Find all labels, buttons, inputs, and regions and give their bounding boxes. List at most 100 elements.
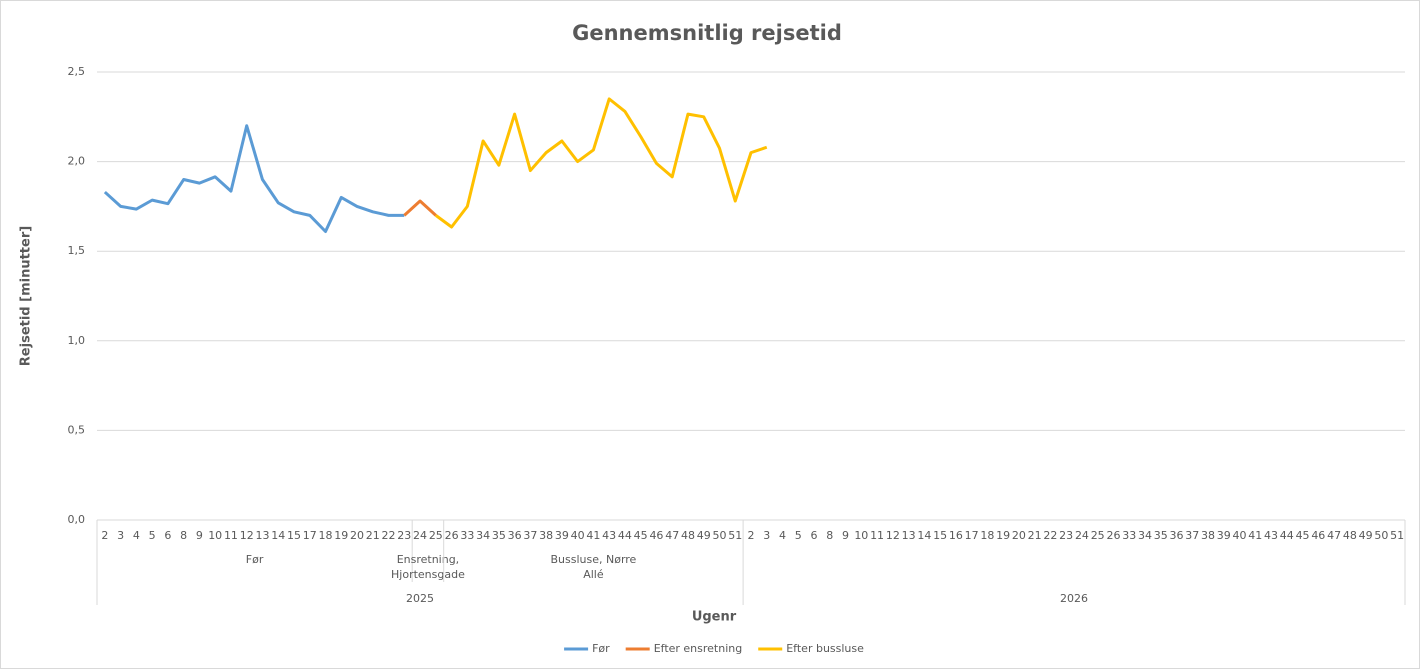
x-tick-label: 51 (1390, 529, 1404, 542)
x-tick-label: 25 (1091, 529, 1105, 542)
x-tick-label: 46 (1311, 529, 1325, 542)
x-tick-label: 20 (1012, 529, 1026, 542)
x-tick-label: 49 (697, 529, 711, 542)
x-tick-label: 2 (101, 529, 108, 542)
x-tick-label: 22 (1043, 529, 1057, 542)
x-tick-label: 15 (287, 529, 301, 542)
x-tick-label: 37 (523, 529, 537, 542)
x-tick-label: 6 (811, 529, 818, 542)
x-tick-label: 51 (728, 529, 742, 542)
x-tick-label: 17 (303, 529, 317, 542)
x-tick-label: 5 (149, 529, 156, 542)
x-tick-label: 48 (1343, 529, 1357, 542)
x-tick-label: 19 (334, 529, 348, 542)
x-tick-label: 21 (1028, 529, 1042, 542)
x-tick-label: 24 (1075, 529, 1089, 542)
x-tick-label: 33 (460, 529, 474, 542)
x-tick-label: 25 (429, 529, 443, 542)
x-tick-label: 23 (397, 529, 411, 542)
x-tick-label: 8 (180, 529, 187, 542)
x-tick-label: 45 (634, 529, 648, 542)
y-tick-label: 2,0 (68, 155, 86, 168)
x-tick-label: 16 (949, 529, 963, 542)
x-tick-label: 36 (508, 529, 522, 542)
x-tick-label: 38 (539, 529, 553, 542)
y-tick-label: 2,5 (68, 65, 86, 78)
group-label: Bussluse, Nørre Allé (550, 553, 637, 581)
chart-title: Gennemsnitlig rejsetid (572, 21, 842, 45)
x-tick-label: 2 (748, 529, 755, 542)
x-tick-label: 38 (1201, 529, 1215, 542)
x-tick-label: 40 (1233, 529, 1247, 542)
x-tick-label: 15 (933, 529, 947, 542)
x-tick-label: 35 (492, 529, 506, 542)
x-tick-label: 21 (366, 529, 380, 542)
x-tick-label: 35 (1154, 529, 1168, 542)
x-tick-label: 41 (1248, 529, 1262, 542)
x-tick-label: 20 (350, 529, 364, 542)
x-tick-label: 13 (255, 529, 269, 542)
year-label: 2026 (1060, 592, 1088, 605)
x-tick-label: 3 (117, 529, 124, 542)
x-tick-label: 12 (240, 529, 254, 542)
y-tick-label: 0,5 (68, 423, 86, 436)
y-tick-label: 1,5 (68, 244, 86, 257)
x-tick-label: 12 (886, 529, 900, 542)
x-tick-label: 34 (476, 529, 490, 542)
series-line (434, 97, 768, 229)
x-tick-label: 49 (1359, 529, 1373, 542)
x-tick-label: 19 (996, 529, 1010, 542)
x-tick-label: 34 (1138, 529, 1152, 542)
series-line (103, 124, 405, 233)
x-tick-label: 10 (208, 529, 222, 542)
x-tick-label: 4 (779, 529, 786, 542)
group-label: Før (245, 553, 264, 566)
x-tick-label: 50 (1374, 529, 1388, 542)
legend-label: Før (592, 642, 610, 655)
x-tick-label: 4 (133, 529, 140, 542)
x-tick-label: 43 (602, 529, 616, 542)
group-label-box: Bussluse, Nørre Allé (550, 553, 637, 581)
x-tick-label: 46 (649, 529, 663, 542)
x-tick-label: 8 (826, 529, 833, 542)
x-tick-label: 22 (382, 529, 396, 542)
x-tick-label: 39 (1217, 529, 1231, 542)
x-tick-label: 23 (1059, 529, 1073, 542)
x-tick-label: 14 (917, 529, 931, 542)
x-tick-label: 47 (1327, 529, 1341, 542)
x-tick-label: 18 (980, 529, 994, 542)
x-tick-label: 24 (413, 529, 427, 542)
x-tick-label: 47 (665, 529, 679, 542)
x-tick-label: 50 (712, 529, 726, 542)
x-tick-label: 44 (618, 529, 632, 542)
y-tick-label: 0,0 (68, 513, 86, 526)
x-tick-label: 14 (271, 529, 285, 542)
legend-label: Efter bussluse (786, 642, 864, 655)
x-tick-label: 39 (555, 529, 569, 542)
x-tick-label: 17 (965, 529, 979, 542)
x-tick-label: 36 (1169, 529, 1183, 542)
x-tick-label: 26 (445, 529, 459, 542)
x-tick-label: 5 (795, 529, 802, 542)
x-tick-label: 6 (164, 529, 171, 542)
group-label-box: Ensretning, Hjortensgade (391, 553, 465, 581)
x-tick-label: 33 (1122, 529, 1136, 542)
x-tick-label: 37 (1185, 529, 1199, 542)
x-tick-label: 48 (681, 529, 695, 542)
x-tick-label: 45 (1296, 529, 1310, 542)
x-tick-label: 40 (571, 529, 585, 542)
x-tick-label: 9 (196, 529, 203, 542)
legend-label: Efter ensretning (654, 642, 743, 655)
y-axis-title: Rejsetid [minutter] (19, 226, 34, 366)
x-tick-label: 9 (842, 529, 849, 542)
x-tick-label: 3 (763, 529, 770, 542)
x-tick-label: 26 (1106, 529, 1120, 542)
x-tick-label: 11 (224, 529, 238, 542)
x-tick-label: 11 (870, 529, 884, 542)
x-tick-label: 43 (1264, 529, 1278, 542)
group-label-box: Før (245, 553, 264, 566)
x-tick-label: 10 (854, 529, 868, 542)
